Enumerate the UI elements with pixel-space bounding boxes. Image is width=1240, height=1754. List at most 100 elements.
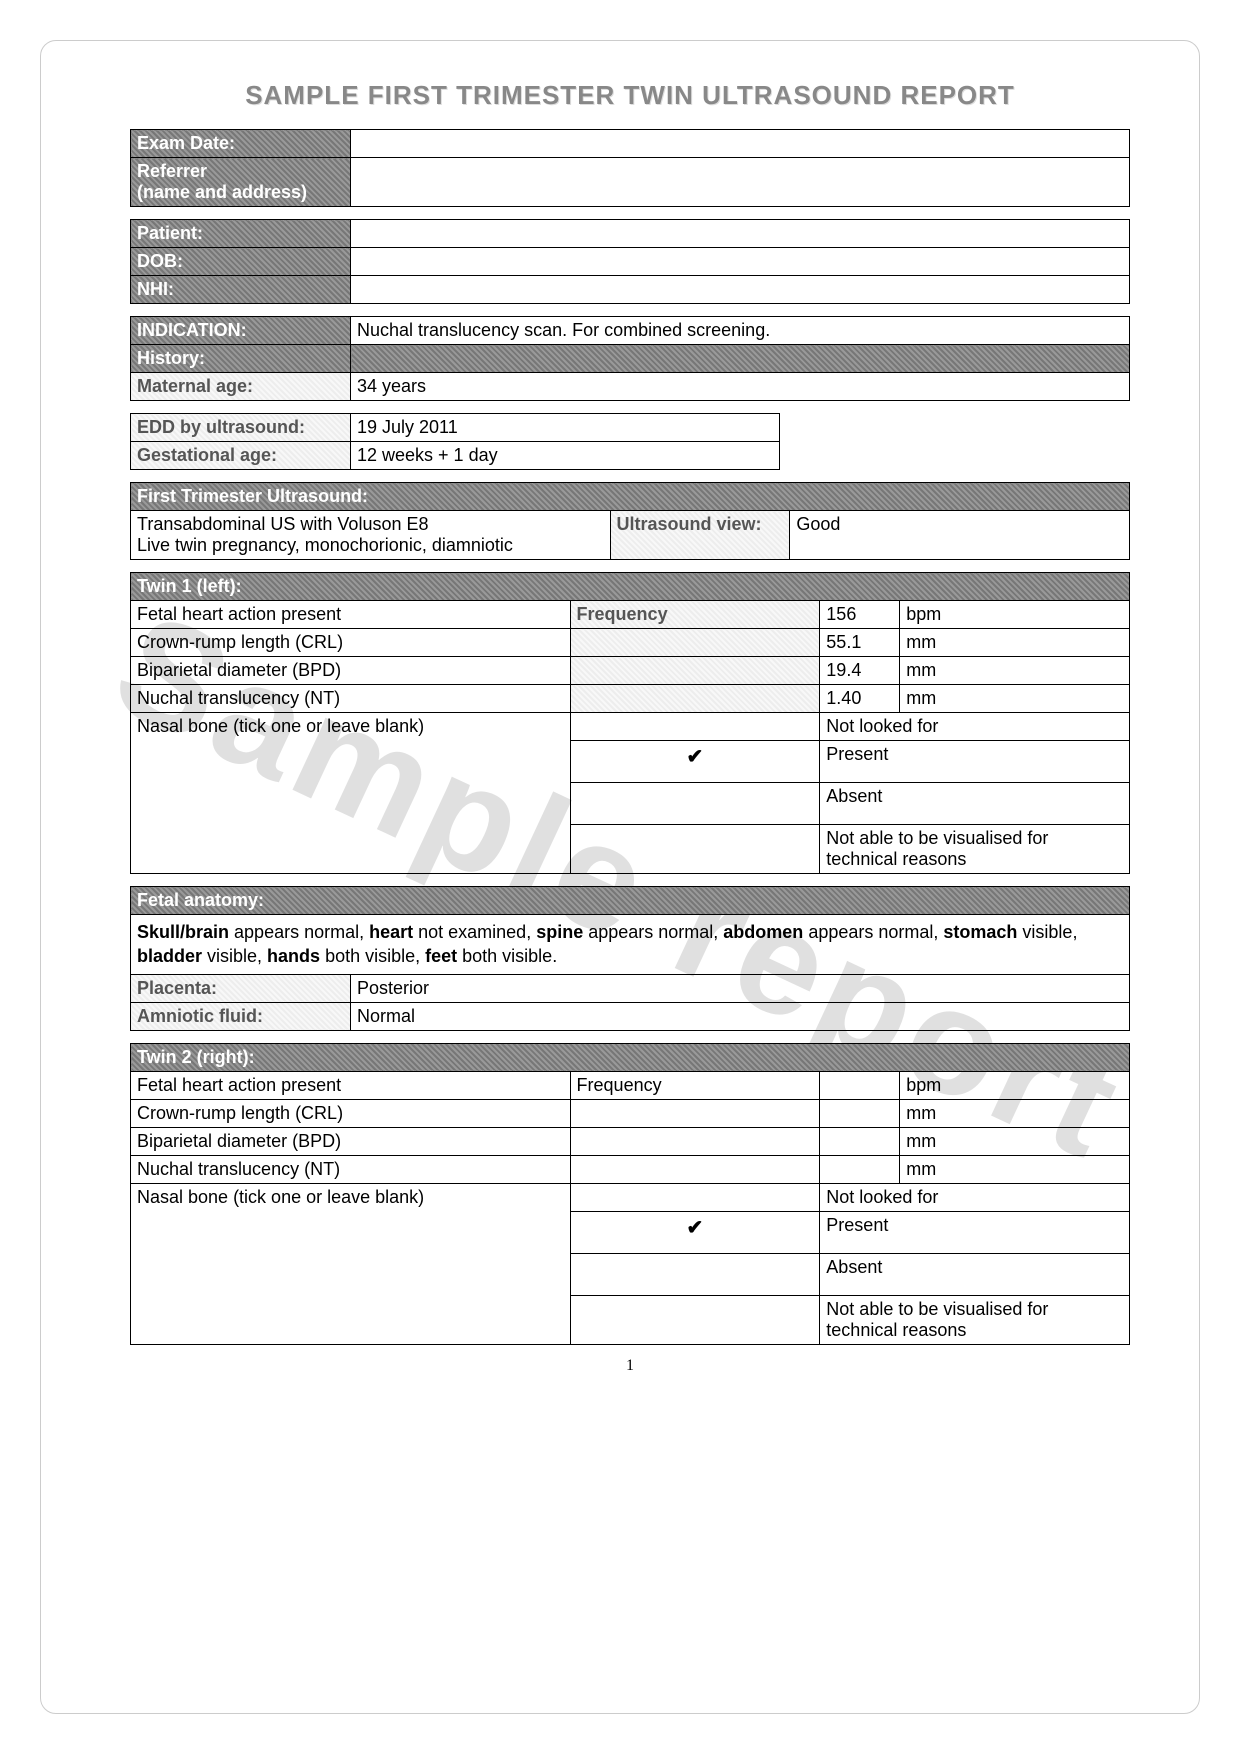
twin1-nasal-opt-2: Absent [820, 783, 1130, 825]
twin2-crl-val [820, 1099, 900, 1127]
twin2-nt-label: Nuchal translucency (NT) [131, 1155, 571, 1183]
amniotic-value: Normal [351, 1002, 1130, 1030]
edd-label: EDD by ultrasound: [131, 414, 351, 442]
indication-block: INDICATION: Nuchal translucency scan. Fo… [130, 316, 1130, 401]
table-row: Crown-rump length (CRL) 55.1 mm [131, 629, 1130, 657]
twin1-nasal-opt-3: Not able to be visualised for technical … [820, 825, 1130, 874]
twin1-nasal-tick-0 [570, 713, 820, 741]
table-row: Nuchal translucency (NT) 1.40 mm [131, 685, 1130, 713]
twin1-block: Twin 1 (left): Fetal heart action presen… [130, 572, 1130, 874]
twin1-crl-val: 55.1 [820, 629, 900, 657]
twin2-nt-unit: mm [900, 1155, 1130, 1183]
placenta-label: Placenta: [131, 974, 351, 1002]
page-title: SAMPLE FIRST TRIMESTER TWIN ULTRASOUND R… [130, 80, 1130, 111]
history-value [351, 345, 1130, 373]
twin1-nt-val: 1.40 [820, 685, 900, 713]
twin2-bpd-unit: mm [900, 1127, 1130, 1155]
twin2-nasal-opt-0: Not looked for [820, 1183, 1130, 1211]
table-row: Fetal heart action present Frequency bpm [131, 1071, 1130, 1099]
patient-block: Patient: DOB: NHI: [130, 219, 1130, 304]
patient-label: Patient: [131, 220, 351, 248]
ga-label: Gestational age: [131, 442, 351, 470]
twin1-crl-mid [570, 629, 820, 657]
twin1-fha-label: Fetal heart action present [131, 601, 571, 629]
twin2-fha-val [820, 1071, 900, 1099]
twin1-bpd-val: 19.4 [820, 657, 900, 685]
us-view-label: Ultrasound view: [610, 511, 790, 560]
twin1-bpd-unit: mm [900, 657, 1130, 685]
twin1-bpd-mid [570, 657, 820, 685]
twin1-nt-unit: mm [900, 685, 1130, 713]
page-number: 1 [130, 1357, 1130, 1375]
twin1-fha-val: 156 [820, 601, 900, 629]
twin1-header: Twin 1 (left): [131, 573, 1130, 601]
twin2-fha-unit: bpm [900, 1071, 1130, 1099]
twin1-nt-mid [570, 685, 820, 713]
table-row: Nuchal translucency (NT) mm [131, 1155, 1130, 1183]
twin2-nasal-opt-1: Present [820, 1211, 1130, 1253]
ft-us-block: First Trimester Ultrasound: Transabdomin… [130, 482, 1130, 560]
placenta-value: Posterior [351, 974, 1130, 1002]
fetal-anatomy-text: Skull/brain appears normal, heart not ex… [131, 915, 1130, 975]
amniotic-label: Amniotic fluid: [131, 1002, 351, 1030]
page-content: SAMPLE FIRST TRIMESTER TWIN ULTRASOUND R… [0, 0, 1240, 1415]
twin2-nasal-row: Nasal bone (tick one or leave blank) Not… [131, 1183, 1130, 1211]
table-row: Biparietal diameter (BPD) 19.4 mm [131, 657, 1130, 685]
history-label: History: [131, 345, 351, 373]
twin1-nasal-tick-1: ✔ [570, 741, 820, 783]
indication-label: INDICATION: [131, 317, 351, 345]
edd-value: 19 July 2011 [351, 414, 780, 442]
fetal-anatomy-header: Fetal anatomy: [131, 887, 1130, 915]
table-row: Biparietal diameter (BPD) mm [131, 1127, 1130, 1155]
twin2-nasal-tick-1: ✔ [570, 1211, 820, 1253]
twin1-nasal-label: Nasal bone (tick one or leave blank) [131, 713, 571, 874]
twin1-nasal-tick-2 [570, 783, 820, 825]
twin2-fha-label: Fetal heart action present [131, 1071, 571, 1099]
twin1-fha-mid: Frequency [570, 601, 820, 629]
ga-value: 12 weeks + 1 day [351, 442, 780, 470]
twin1-nasal-row: Nasal bone (tick one or leave blank) Not… [131, 713, 1130, 741]
twin2-bpd-mid [570, 1127, 820, 1155]
nhi-label: NHI: [131, 276, 351, 304]
twin2-nasal-opt-3: Not able to be visualised for technical … [820, 1295, 1130, 1344]
twin1-nasal-tick-3 [570, 825, 820, 874]
header-block: Exam Date: Referrer (name and address) [130, 129, 1130, 207]
us-view-value: Good [790, 511, 1130, 560]
twin1-fha-unit: bpm [900, 601, 1130, 629]
twin2-crl-mid [570, 1099, 820, 1127]
twin2-nasal-tick-0 [570, 1183, 820, 1211]
dob-label: DOB: [131, 248, 351, 276]
exam-date-label: Exam Date: [131, 130, 351, 158]
twin1-crl-label: Crown-rump length (CRL) [131, 629, 571, 657]
twin2-nt-val [820, 1155, 900, 1183]
twin2-nasal-opt-2: Absent [820, 1253, 1130, 1295]
twin1-crl-unit: mm [900, 629, 1130, 657]
nhi-value [351, 276, 1130, 304]
dob-value [351, 248, 1130, 276]
twin2-nt-mid [570, 1155, 820, 1183]
twin2-header: Twin 2 (right): [131, 1043, 1130, 1071]
ft-us-left: Transabdominal US with Voluson E8 Live t… [131, 511, 611, 560]
twin2-fha-mid: Frequency [570, 1071, 820, 1099]
table-row: Crown-rump length (CRL) mm [131, 1099, 1130, 1127]
twin2-nasal-tick-3 [570, 1295, 820, 1344]
exam-date-value [351, 130, 1130, 158]
twin2-crl-label: Crown-rump length (CRL) [131, 1099, 571, 1127]
twin2-crl-unit: mm [900, 1099, 1130, 1127]
maternal-age-label: Maternal age: [131, 373, 351, 401]
twin1-nasal-opt-1: Present [820, 741, 1130, 783]
twin2-bpd-label: Biparietal diameter (BPD) [131, 1127, 571, 1155]
ft-us-header: First Trimester Ultrasound: [131, 483, 1130, 511]
twin1-bpd-label: Biparietal diameter (BPD) [131, 657, 571, 685]
twin2-bpd-val [820, 1127, 900, 1155]
maternal-age-value: 34 years [351, 373, 1130, 401]
twin2-block: Twin 2 (right): Fetal heart action prese… [130, 1043, 1130, 1345]
twin1-nt-label: Nuchal translucency (NT) [131, 685, 571, 713]
twin2-nasal-label: Nasal bone (tick one or leave blank) [131, 1183, 571, 1344]
twin2-nasal-tick-2 [570, 1253, 820, 1295]
table-row: Fetal heart action present Frequency 156… [131, 601, 1130, 629]
fetal-anatomy-block: Fetal anatomy: Skull/brain appears norma… [130, 886, 1130, 1031]
indication-value: Nuchal translucency scan. For combined s… [351, 317, 1130, 345]
referrer-value [351, 158, 1130, 207]
twin1-nasal-opt-0: Not looked for [820, 713, 1130, 741]
